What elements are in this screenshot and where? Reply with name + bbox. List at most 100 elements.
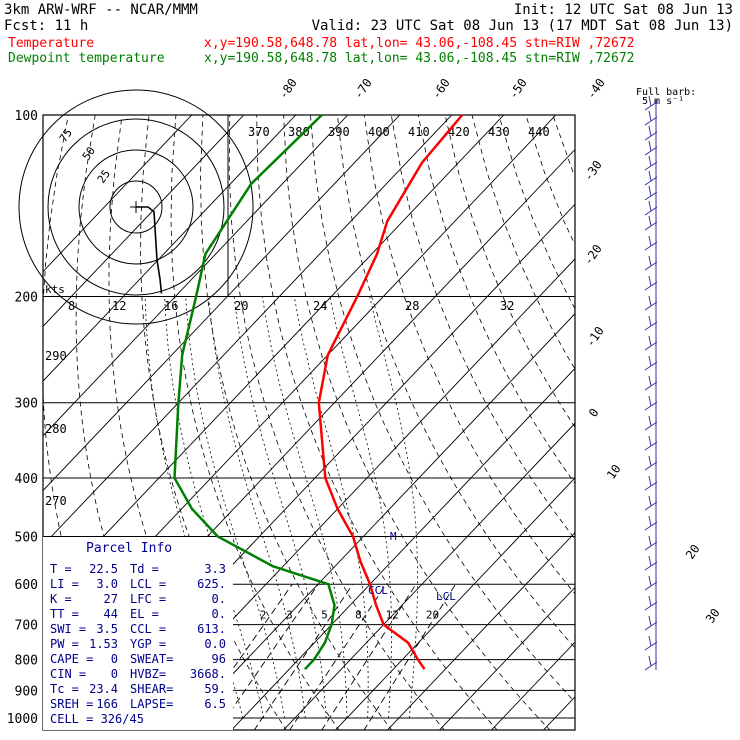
hodograph-ring	[18, 89, 254, 325]
dry-adiabat	[552, 115, 575, 178]
theta-label: 370	[248, 125, 270, 139]
wind-barb	[648, 615, 652, 627]
dry-adiabat	[390, 115, 575, 540]
temperature-tick-top: -60	[429, 76, 453, 102]
dry-adiabat	[498, 115, 575, 310]
isotherm-line	[178, 313, 575, 730]
parcel-info-key: SWI =	[50, 622, 86, 636]
parcel-info-key: LFC =	[130, 592, 166, 606]
isotherm-line	[282, 422, 575, 730]
pressure-label: 300	[15, 397, 38, 412]
dry-adiabat	[283, 115, 551, 730]
parcel-info-panel: Parcel Info T = 22.5 Td = 3.3 LI = 3.0 LCL = 62…	[43, 537, 233, 730]
dry-adiabat	[310, 115, 575, 703]
parcel-info-value: 0.	[212, 607, 226, 621]
mixing-ratio-line	[289, 583, 387, 730]
wind-barb	[648, 655, 652, 667]
parcel-info-key: LAPSE=	[130, 697, 173, 711]
parcel-info-value: 0.0	[204, 637, 226, 651]
parcel-info-key: CCL =	[130, 622, 166, 636]
theta-labels: 370 380 390 400 410 420 430 440 290 280 270 8 12 16 20…	[45, 125, 550, 508]
wind-barb	[648, 475, 652, 487]
pressure-label: 800	[15, 654, 38, 669]
parcel-info-value: 3668.	[190, 667, 226, 681]
wind-barb	[648, 555, 652, 567]
parcel-info-value: 22.5	[89, 562, 118, 576]
hodograph-ring-label: 75	[57, 126, 75, 144]
theta-label: 430	[488, 125, 510, 139]
wind-barb	[648, 335, 652, 347]
m-marker: M	[390, 530, 397, 543]
init-time: Init: 12 UTC Sat 08 Jun 13	[514, 2, 733, 18]
mixing-ratio-label: 20	[426, 609, 439, 622]
hodograph-rings: 25 50 75	[18, 89, 254, 325]
pressure-label: 400	[15, 472, 38, 487]
theta-label: 410	[408, 125, 430, 139]
wind-barbs	[644, 95, 658, 671]
parcel-info-key: SREH =	[50, 697, 93, 711]
dry-adiabat	[444, 115, 575, 428]
lcl-marker: LCL	[436, 590, 456, 603]
hodograph-ring-label: 50	[80, 144, 98, 162]
temperature-tick-right: 10	[604, 462, 624, 482]
temperature-tick-right: 0	[586, 406, 602, 420]
dry-adiabat	[256, 115, 498, 730]
theta-low-label: 280	[45, 422, 67, 436]
wind-barb	[648, 455, 652, 467]
dewpoint-profile	[173, 114, 336, 671]
parcel-info-key: K =	[50, 592, 72, 606]
moist-adiabat	[329, 296, 393, 719]
isotherm-line	[438, 586, 575, 730]
mixing-ratio-label: 12	[386, 609, 399, 622]
wind-barb	[648, 275, 652, 287]
parcel-info-value: 96	[212, 652, 226, 666]
temperature-tick-top: -70	[351, 76, 375, 102]
wind-barb	[648, 415, 652, 427]
mixing-ratio-label: 2	[260, 609, 267, 622]
parcel-info-value: 59.	[204, 682, 226, 696]
parcel-info-value: 0.	[212, 592, 226, 606]
wind-barb	[648, 595, 652, 607]
parcel-info-value: 0	[111, 652, 118, 666]
pressure-labels: 100 200 300 400 500 600 700 800 900 1000	[7, 109, 38, 727]
parcel-info-value: 3.5	[96, 622, 118, 636]
parcel-info-title: Parcel Info	[86, 541, 172, 556]
parcel-info-key: LCL =	[130, 577, 166, 591]
dry-adiabat	[687, 115, 740, 731]
wind-barb	[648, 125, 652, 137]
temperature-tick-right: 30	[703, 606, 723, 626]
hodograph-ring	[109, 180, 163, 234]
wind-barb	[648, 515, 652, 527]
thetae-label: 8	[68, 299, 75, 313]
pressure-label: 700	[15, 619, 38, 634]
thetae-label: 32	[500, 299, 514, 313]
wind-barb	[648, 255, 652, 267]
isotherm-line	[43, 115, 193, 273]
dewpoint-legend: Dewpoint temperature	[8, 51, 165, 66]
temperature-tick-right: -20	[581, 242, 605, 268]
dry-adiabat	[228, 115, 445, 730]
parcel-info-value: 23.4	[89, 682, 118, 696]
wind-barb	[648, 315, 652, 327]
theta-label: 440	[528, 125, 550, 139]
isotherm-line	[334, 477, 575, 730]
thetae-label: 20	[234, 299, 248, 313]
pressure-label: 500	[15, 530, 38, 545]
theta-label: 420	[448, 125, 470, 139]
parcel-info-value: 27	[104, 592, 118, 606]
wind-barb	[648, 110, 652, 122]
hodograph-trace	[136, 206, 163, 294]
model-title: 3km ARW-WRF -- NCAR/MMM	[4, 2, 198, 18]
parcel-info-value: 1.53	[89, 637, 118, 651]
dry-adiabat	[337, 115, 575, 649]
wind-barb	[648, 495, 652, 507]
isotherm-line	[490, 641, 575, 730]
pressure-label: 1000	[7, 712, 38, 727]
wind-barb	[648, 435, 652, 447]
hodograph: 25 50 75 kts	[18, 89, 254, 325]
thetae-label: 16	[164, 299, 178, 313]
theta-label: 390	[328, 125, 350, 139]
wind-barb	[648, 575, 652, 587]
mixing-ratio-lines: 2 3 5 8 12 20	[189, 583, 456, 730]
temperature-tick-top: -80	[276, 76, 300, 102]
